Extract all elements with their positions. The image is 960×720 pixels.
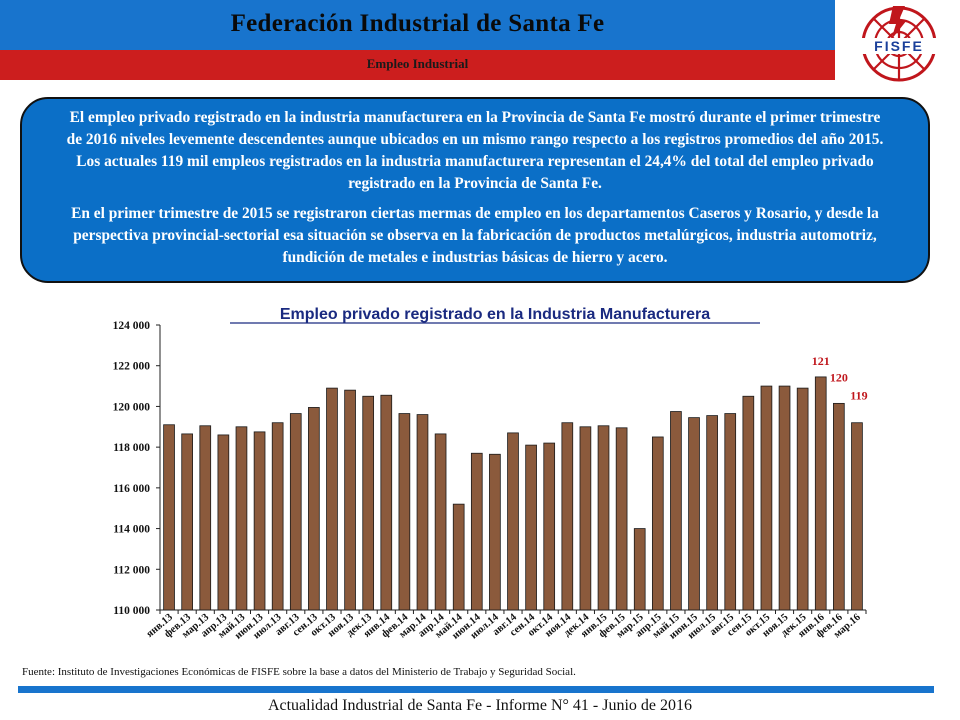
bar (398, 413, 411, 611)
page-title: Federación Industrial de Santa Fe (230, 10, 605, 37)
y-tick-label: 120 000 (113, 401, 151, 413)
bar (670, 411, 682, 611)
bar (579, 426, 592, 611)
bar (253, 431, 266, 611)
page-subtitle: Empleo Industrial (366, 56, 469, 71)
bar (163, 424, 175, 611)
fisfe-logo: FISFE (853, 6, 945, 82)
bar (326, 387, 338, 611)
bar (615, 427, 628, 611)
y-tick-label: 114 000 (113, 524, 150, 536)
logo-text: FISFE (874, 38, 924, 54)
bar (434, 433, 447, 611)
header-band (0, 0, 835, 50)
subheader-band (0, 50, 835, 80)
bar (561, 422, 574, 611)
bar (217, 434, 230, 611)
bar (543, 442, 556, 611)
bar (199, 425, 212, 611)
bar (778, 385, 791, 611)
bar (525, 444, 537, 611)
bar (833, 402, 845, 611)
summary-paragraph: En el primer trimestre de 2015 se regist… (71, 205, 879, 266)
source-note: Fuente: Instituto de Investigaciones Eco… (22, 666, 576, 678)
bar (760, 385, 773, 611)
bar (507, 432, 519, 611)
bar (724, 413, 737, 611)
bar (814, 376, 827, 611)
y-tick-label: 122 000 (113, 361, 151, 373)
bar (344, 389, 356, 611)
bar (706, 415, 718, 611)
footer-rule (18, 686, 934, 693)
data-label: 121 (812, 354, 830, 368)
y-tick-label: 110 000 (113, 605, 150, 617)
y-tick-label: 124 000 (113, 320, 151, 332)
summary-paragraph: El empleo privado registrado en la indus… (66, 109, 884, 192)
footer-text: Actualidad Industrial de Santa Fe - Info… (267, 697, 693, 714)
bar (271, 422, 284, 611)
bar (362, 395, 375, 611)
bar (489, 453, 501, 611)
bar (289, 413, 302, 611)
chart-title: Empleo privado registrado en la Industri… (280, 306, 710, 323)
bar (688, 417, 700, 611)
data-label: 120 (830, 370, 848, 384)
bar (416, 414, 429, 611)
summary-callout: El empleo privado registrado en la indus… (20, 97, 930, 283)
bar (235, 426, 248, 611)
bar (633, 528, 646, 611)
bar (651, 436, 664, 611)
bar (308, 407, 320, 611)
bar (470, 452, 483, 611)
bar (742, 395, 755, 611)
bar (452, 503, 465, 611)
bar (597, 425, 610, 611)
y-tick-label: 116 000 (113, 483, 150, 495)
bar (181, 433, 193, 611)
y-tick-label: 118 000 (113, 442, 150, 454)
bar (851, 422, 863, 611)
bar (796, 387, 809, 611)
employment-bar-chart: Empleo privado registrado en la Industri… (113, 306, 868, 642)
data-label: 119 (850, 389, 867, 403)
bar (380, 394, 393, 611)
y-tick-label: 112 000 (113, 564, 150, 576)
